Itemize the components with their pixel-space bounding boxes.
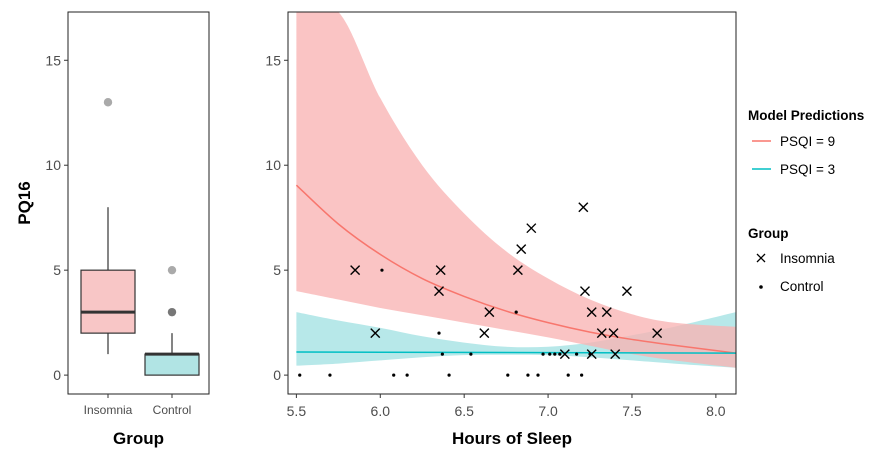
prediction-band-psqi-3 bbox=[296, 312, 736, 368]
prediction-band-psqi-9 bbox=[296, 12, 736, 368]
box-insomnia bbox=[80, 98, 136, 355]
x-tick-label: 6.5 bbox=[454, 403, 474, 419]
point-insomnia bbox=[435, 265, 446, 276]
scatter-frame bbox=[287, 11, 737, 395]
boxplot-panel: 0 5 10 15 Insomnia Control PQ16 Group bbox=[15, 11, 210, 448]
outlier-point bbox=[167, 265, 177, 275]
box-body bbox=[144, 353, 200, 376]
legend-x-marker-icon bbox=[756, 253, 766, 263]
legend-label-insomnia: Insomnia bbox=[780, 251, 835, 266]
point-insomnia bbox=[434, 286, 445, 297]
outlier-point bbox=[103, 98, 113, 107]
scatter-panel: 0 5 10 15 5.5 6.0 6.5 7.0 7.5 8.0 Hours of Sleep bbox=[265, 11, 737, 448]
boxplot-y-axis: 0 5 10 15 bbox=[45, 52, 68, 383]
x-tick-label: 7.5 bbox=[622, 403, 642, 419]
boxplot-boxes bbox=[80, 98, 200, 376]
x-tick-label: 6.0 bbox=[371, 403, 391, 419]
boxplot-x-axis: Insomnia Control bbox=[84, 394, 192, 417]
legend-item-control: Control bbox=[759, 279, 824, 294]
boxplot-frame bbox=[67, 11, 210, 395]
legend-label-psqi-3: PSQI = 3 bbox=[780, 162, 835, 177]
legend: Model Predictions PSQI = 9 PSQI = 3 Grou… bbox=[748, 108, 864, 294]
point-insomnia bbox=[579, 286, 590, 297]
point-control bbox=[541, 352, 545, 356]
legend-item-psqi-9: PSQI = 9 bbox=[750, 132, 835, 150]
point-insomnia bbox=[608, 328, 619, 339]
y-tick-label: 5 bbox=[273, 262, 281, 278]
point-insomnia bbox=[601, 307, 612, 318]
x-tick-label: 8.0 bbox=[706, 403, 726, 419]
point-insomnia bbox=[586, 349, 597, 360]
legend-item-insomnia: Insomnia bbox=[756, 251, 835, 266]
boxplot-y-axis-title: PQ16 bbox=[15, 181, 34, 224]
box-body bbox=[80, 269, 136, 334]
point-control bbox=[440, 352, 444, 356]
point-control bbox=[437, 331, 441, 335]
point-control bbox=[328, 373, 332, 377]
point-insomnia bbox=[586, 307, 597, 318]
y-tick-label: 15 bbox=[265, 52, 281, 68]
legend-label-psqi-9: PSQI = 9 bbox=[780, 134, 835, 149]
point-insomnia bbox=[370, 328, 381, 339]
point-insomnia bbox=[652, 328, 663, 339]
y-tick-label: 15 bbox=[45, 52, 61, 68]
y-tick-label: 10 bbox=[45, 157, 61, 173]
point-control bbox=[392, 373, 396, 377]
point-control bbox=[380, 268, 384, 272]
prediction-bands bbox=[296, 12, 736, 368]
point-insomnia bbox=[350, 265, 361, 276]
point-insomnia bbox=[484, 307, 495, 318]
point-control bbox=[298, 373, 302, 377]
x-tick-label: Control bbox=[153, 403, 192, 417]
scatter-x-axis: 5.5 6.0 6.5 7.0 7.5 8.0 bbox=[287, 394, 726, 419]
box-control bbox=[144, 265, 200, 376]
scatter-x-axis-title: Hours of Sleep bbox=[452, 429, 572, 448]
point-control bbox=[588, 352, 592, 356]
prediction-line-psqi-3 bbox=[296, 351, 736, 354]
prediction-line-psqi-9 bbox=[295, 184, 736, 354]
point-control bbox=[447, 373, 451, 377]
legend-title-model: Model Predictions bbox=[748, 108, 864, 123]
prediction-lines bbox=[295, 184, 736, 354]
x-tick-label: Insomnia bbox=[84, 403, 133, 417]
point-insomnia bbox=[479, 328, 490, 339]
boxplot-x-axis-title: Group bbox=[113, 429, 164, 448]
point-insomnia bbox=[516, 244, 527, 255]
point-control bbox=[536, 373, 540, 377]
point-insomnia bbox=[526, 223, 537, 234]
legend-item-psqi-3: PSQI = 3 bbox=[750, 160, 835, 178]
outlier-point bbox=[167, 307, 177, 317]
point-insomnia bbox=[578, 202, 589, 213]
point-control bbox=[405, 373, 409, 377]
point-control bbox=[553, 352, 557, 356]
point-insomnia bbox=[610, 349, 621, 360]
x-tick-label: 7.0 bbox=[538, 403, 558, 419]
y-tick-label: 0 bbox=[273, 367, 281, 383]
y-tick-label: 10 bbox=[265, 157, 281, 173]
scatter-points bbox=[298, 202, 663, 377]
point-control bbox=[506, 373, 510, 377]
point-control bbox=[566, 373, 570, 377]
scatter-y-axis: 0 5 10 15 bbox=[265, 52, 288, 383]
y-tick-label: 0 bbox=[53, 367, 61, 383]
y-tick-label: 5 bbox=[53, 262, 61, 278]
point-control bbox=[548, 352, 552, 356]
point-insomnia bbox=[596, 328, 607, 339]
point-insomnia bbox=[559, 349, 570, 360]
point-control bbox=[574, 352, 579, 356]
x-tick-label: 5.5 bbox=[287, 403, 307, 419]
legend-dot-marker-icon bbox=[759, 285, 763, 289]
legend-label-control: Control bbox=[780, 279, 824, 294]
legend-title-group: Group bbox=[748, 226, 789, 241]
point-insomnia bbox=[621, 286, 632, 297]
point-insomnia bbox=[512, 265, 523, 276]
point-control bbox=[580, 373, 584, 377]
point-control bbox=[558, 352, 562, 356]
point-control bbox=[469, 352, 473, 356]
point-control bbox=[514, 310, 518, 314]
point-control bbox=[526, 373, 530, 377]
